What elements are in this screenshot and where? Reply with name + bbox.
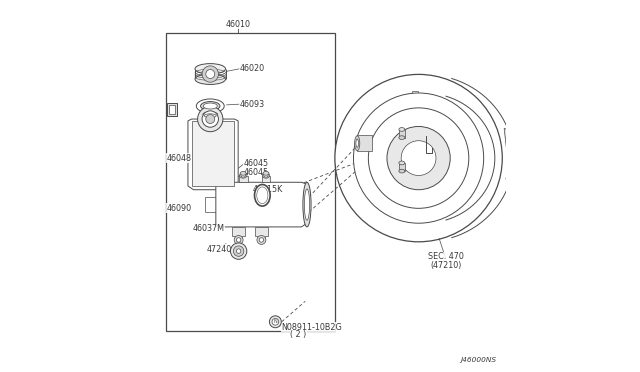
Polygon shape xyxy=(399,129,405,138)
Polygon shape xyxy=(255,227,268,240)
Text: 47240Q: 47240Q xyxy=(207,245,238,254)
Circle shape xyxy=(206,115,215,124)
Text: 46045: 46045 xyxy=(244,169,269,177)
Polygon shape xyxy=(262,176,271,182)
Circle shape xyxy=(259,238,264,242)
Circle shape xyxy=(234,246,244,256)
Polygon shape xyxy=(188,119,238,190)
Polygon shape xyxy=(504,128,513,188)
Text: 46010: 46010 xyxy=(226,20,251,29)
Polygon shape xyxy=(232,227,245,240)
Ellipse shape xyxy=(255,185,270,206)
Circle shape xyxy=(234,235,243,244)
Circle shape xyxy=(269,316,282,328)
Circle shape xyxy=(387,126,450,190)
Circle shape xyxy=(506,135,511,140)
Polygon shape xyxy=(399,163,405,171)
Ellipse shape xyxy=(257,187,268,204)
Ellipse shape xyxy=(263,171,269,175)
Circle shape xyxy=(202,66,218,82)
Ellipse shape xyxy=(262,173,269,178)
Circle shape xyxy=(353,93,484,223)
Circle shape xyxy=(369,108,468,208)
Circle shape xyxy=(335,74,502,242)
Ellipse shape xyxy=(240,171,246,175)
Ellipse shape xyxy=(355,136,360,151)
Circle shape xyxy=(230,243,247,259)
Polygon shape xyxy=(357,135,372,151)
Polygon shape xyxy=(216,182,307,227)
Text: 46020: 46020 xyxy=(240,64,265,73)
Ellipse shape xyxy=(264,174,268,177)
Text: (47210): (47210) xyxy=(430,262,461,270)
Text: 46090: 46090 xyxy=(167,204,192,213)
Ellipse shape xyxy=(195,64,225,74)
Circle shape xyxy=(401,141,436,176)
Ellipse shape xyxy=(200,102,220,110)
Circle shape xyxy=(202,111,218,127)
Circle shape xyxy=(236,249,241,253)
Text: N08911-10B2G: N08911-10B2G xyxy=(281,323,342,332)
Text: 46093: 46093 xyxy=(240,100,265,109)
Circle shape xyxy=(272,318,278,325)
Bar xyxy=(166,33,335,331)
Text: 46037M: 46037M xyxy=(193,224,225,233)
Ellipse shape xyxy=(195,74,225,84)
Ellipse shape xyxy=(399,169,405,173)
Ellipse shape xyxy=(203,103,218,109)
Ellipse shape xyxy=(241,174,245,177)
Circle shape xyxy=(236,238,241,242)
Ellipse shape xyxy=(399,161,405,165)
Circle shape xyxy=(506,176,511,181)
Text: 46048: 46048 xyxy=(167,154,192,163)
Ellipse shape xyxy=(203,112,218,116)
Text: 46015K: 46015K xyxy=(253,185,284,194)
Ellipse shape xyxy=(204,114,216,118)
Text: 46045: 46045 xyxy=(244,159,269,168)
Ellipse shape xyxy=(303,182,311,227)
Bar xyxy=(168,105,175,114)
Ellipse shape xyxy=(399,136,405,140)
Circle shape xyxy=(206,70,215,78)
Circle shape xyxy=(198,106,223,132)
Text: ( 2 ): ( 2 ) xyxy=(291,330,307,339)
Text: N: N xyxy=(273,319,277,324)
Ellipse shape xyxy=(239,173,247,178)
Ellipse shape xyxy=(399,128,405,131)
Circle shape xyxy=(257,235,266,244)
Text: SEC. 470: SEC. 470 xyxy=(428,252,463,261)
Ellipse shape xyxy=(356,139,358,147)
Ellipse shape xyxy=(196,99,224,113)
Ellipse shape xyxy=(305,189,310,220)
Polygon shape xyxy=(239,176,248,182)
Text: J46000NS: J46000NS xyxy=(461,357,497,363)
Bar xyxy=(191,121,234,186)
Polygon shape xyxy=(168,103,177,116)
